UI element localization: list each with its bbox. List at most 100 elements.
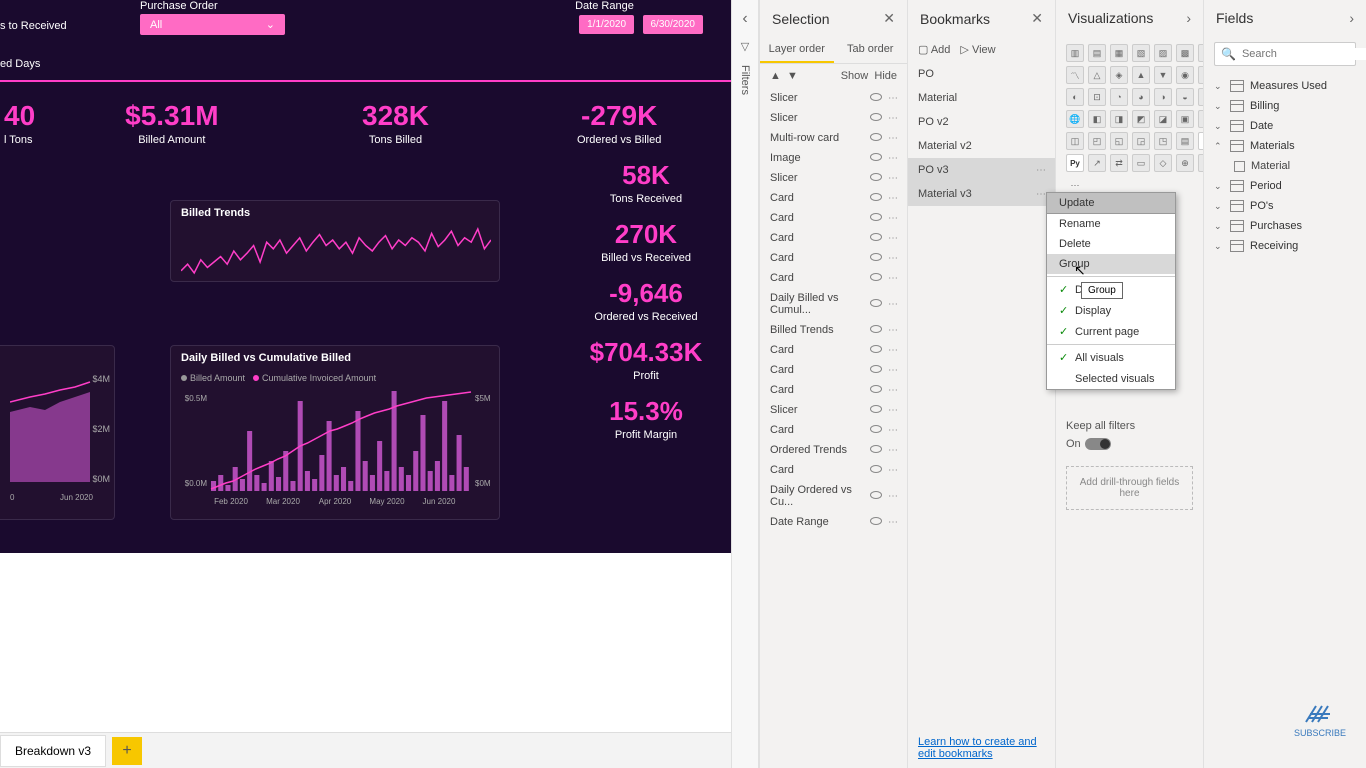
left-area-chart[interactable]: $4M$2M$0M0Jun 2020 — [0, 345, 115, 520]
viz-type-icon[interactable]: ⊕ — [1176, 154, 1194, 172]
more-icon[interactable]: ⋯ — [888, 153, 897, 164]
ctx-group[interactable]: Group — [1047, 254, 1175, 274]
visibility-icon[interactable] — [870, 233, 882, 241]
visibility-icon[interactable] — [870, 385, 882, 393]
viz-type-icon[interactable]: ▲ — [1132, 66, 1150, 84]
more-icon[interactable]: ⋯ — [888, 193, 897, 204]
bookmarks-help-link[interactable]: Learn how to create and edit bookmarks — [908, 728, 1055, 768]
viz-type-icon[interactable]: ▤ — [1088, 44, 1106, 62]
viz-type-icon[interactable]: ◐ — [1066, 88, 1084, 106]
tab-tab-order[interactable]: Tab order — [834, 37, 908, 63]
viz-type-icon[interactable]: ↗ — [1088, 154, 1106, 172]
viz-type-icon[interactable]: ⇄ — [1110, 154, 1128, 172]
visibility-icon[interactable] — [870, 425, 882, 433]
viz-type-icon[interactable]: ◨ — [1110, 110, 1128, 128]
more-icon[interactable]: ⋯ — [888, 517, 897, 528]
viz-type-icon[interactable]: ▨ — [1154, 44, 1172, 62]
viz-type-icon[interactable]: ⊡ — [1088, 88, 1106, 106]
visibility-icon[interactable] — [870, 517, 882, 525]
viz-type-icon[interactable]: ▤ — [1176, 132, 1194, 150]
viz-type-icon[interactable]: ▭ — [1132, 154, 1150, 172]
selection-item[interactable]: Multi-row card⋯ — [760, 128, 907, 148]
visibility-icon[interactable] — [870, 445, 882, 453]
bookmark-item[interactable]: PO — [908, 62, 1055, 86]
bookmark-item[interactable]: PO v3⋯ — [908, 158, 1055, 182]
visibility-icon[interactable] — [870, 345, 882, 353]
close-icon[interactable]: ✕ — [883, 10, 895, 27]
close-icon[interactable]: ✕ — [1031, 10, 1043, 27]
viz-type-icon[interactable]: ▥ — [1066, 44, 1084, 62]
more-icon[interactable]: ⋯ — [888, 233, 897, 244]
ctx-display[interactable]: ✓Display — [1047, 300, 1175, 321]
more-icon[interactable]: ⋯ — [888, 133, 897, 144]
daily-billed-chart[interactable]: Daily Billed vs Cumulative Billed Billed… — [170, 345, 500, 520]
selection-item[interactable]: Daily Ordered vs Cu...⋯ — [760, 480, 907, 512]
field-table[interactable]: ⌄PO's — [1204, 196, 1366, 216]
selection-item[interactable]: Ordered Trends⋯ — [760, 440, 907, 460]
ctx-delete[interactable]: Delete — [1047, 234, 1175, 254]
more-icon[interactable]: ⋯ — [888, 365, 897, 376]
search-input[interactable] — [1242, 48, 1366, 60]
expand-icon[interactable]: ‹ — [742, 10, 747, 28]
selection-item[interactable]: Slicer⋯ — [760, 168, 907, 188]
selection-item[interactable]: Daily Billed vs Cumul...⋯ — [760, 288, 907, 320]
viz-type-icon[interactable]: 〽 — [1066, 66, 1084, 84]
page-tab[interactable]: Breakdown v3 — [0, 735, 106, 767]
selection-item[interactable]: Card⋯ — [760, 380, 907, 400]
more-icon[interactable]: ⋯ — [1036, 165, 1045, 176]
selection-item[interactable]: Card⋯ — [760, 228, 907, 248]
selection-item[interactable]: Card⋯ — [760, 360, 907, 380]
more-icon[interactable]: ⋯ — [888, 425, 897, 436]
viz-type-icon[interactable]: ◈ — [1110, 66, 1128, 84]
viz-type-icon[interactable]: ◧ — [1088, 110, 1106, 128]
field-table[interactable]: ⌄Billing — [1204, 96, 1366, 116]
visibility-icon[interactable] — [870, 491, 882, 499]
bookmark-item[interactable]: Material v2 — [908, 134, 1055, 158]
selection-item[interactable]: Date Range⋯ — [760, 512, 907, 532]
more-icon[interactable]: ⋯ — [888, 273, 897, 284]
more-icon[interactable]: ⋯ — [888, 325, 897, 336]
viz-type-icon[interactable]: ◔ — [1110, 88, 1128, 106]
viz-type-icon[interactable]: ▼ — [1154, 66, 1172, 84]
field-table[interactable]: ⌄Measures Used — [1204, 76, 1366, 96]
subscribe-badge[interactable]: SUBSCRIBE — [1294, 698, 1346, 738]
filters-pane-collapsed[interactable]: ‹ ▽ Filters — [731, 0, 759, 768]
tab-layer-order[interactable]: Layer order — [760, 37, 834, 63]
date-range-slicer[interactable]: Date Range 1/1/2020 6/30/2020 — [575, 0, 703, 34]
viz-type-icon[interactable]: ◫ — [1066, 132, 1084, 150]
more-icon[interactable]: ⋯ — [888, 465, 897, 476]
date-end[interactable]: 6/30/2020 — [643, 15, 704, 34]
expand-icon[interactable]: › — [1186, 10, 1191, 26]
selection-item[interactable]: Card⋯ — [760, 460, 907, 480]
visibility-icon[interactable] — [870, 173, 882, 181]
viz-type-icon[interactable]: ◲ — [1132, 132, 1150, 150]
viz-type-icon[interactable]: ▦ — [1110, 44, 1128, 62]
visibility-icon[interactable] — [870, 113, 882, 121]
viz-type-icon[interactable]: ◉ — [1176, 66, 1194, 84]
keep-filters-toggle[interactable]: On — [1066, 438, 1111, 450]
more-icon[interactable]: ⋯ — [888, 445, 897, 456]
po-slicer[interactable]: Purchase Order All ⌄ — [140, 0, 285, 35]
fields-search[interactable]: 🔍 — [1214, 42, 1356, 66]
ctx-rename[interactable]: Rename — [1047, 214, 1175, 234]
more-icon[interactable]: ⋯ — [888, 253, 897, 264]
bookmark-item[interactable]: Material — [908, 86, 1055, 110]
visibility-icon[interactable] — [870, 193, 882, 201]
visibility-icon[interactable] — [870, 465, 882, 473]
visibility-icon[interactable] — [870, 253, 882, 261]
more-icon[interactable]: ⋯ — [888, 345, 897, 356]
more-icon[interactable]: ⋯ — [888, 299, 897, 310]
viz-type-icon[interactable]: ▧ — [1132, 44, 1150, 62]
hide-label[interactable]: Hide — [874, 70, 897, 82]
billed-trends-chart[interactable]: Billed Trends — [170, 200, 500, 282]
viz-type-icon[interactable]: 🌐 — [1066, 110, 1084, 128]
selection-item[interactable]: Card⋯ — [760, 248, 907, 268]
add-bookmark-button[interactable]: ▢ Add — [918, 43, 950, 56]
more-icon[interactable]: ⋯ — [888, 113, 897, 124]
viz-type-icon[interactable]: ◇ — [1154, 154, 1172, 172]
bookmark-item[interactable]: PO v2 — [908, 110, 1055, 134]
selection-item[interactable]: Slicer⋯ — [760, 88, 907, 108]
viz-type-icon[interactable]: ◒ — [1176, 88, 1194, 106]
visibility-icon[interactable] — [870, 405, 882, 413]
selection-item[interactable]: Slicer⋯ — [760, 400, 907, 420]
